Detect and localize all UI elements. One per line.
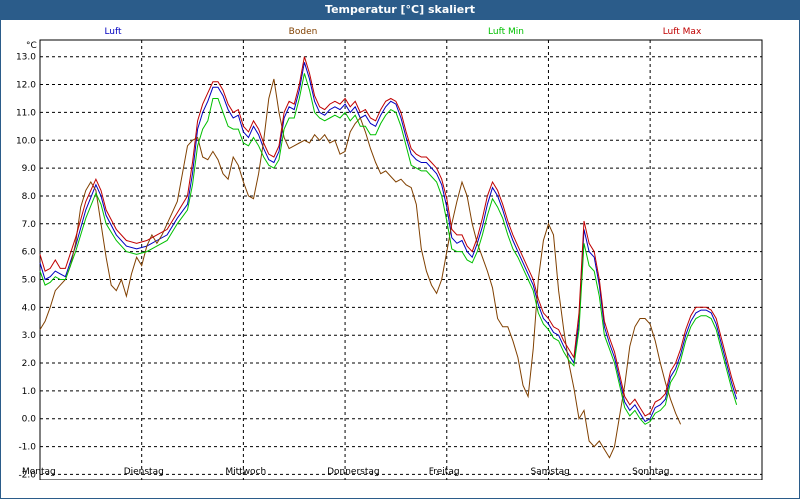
series-lines xyxy=(39,56,738,459)
x-tick-day: Donnerstag xyxy=(327,467,380,477)
y-tick-label: -2.0 xyxy=(18,470,36,480)
legend: Luft Boden Luft Min Luft Max xyxy=(104,27,702,37)
y-tick-label: 3.0 xyxy=(22,331,37,341)
temperature-chart: Luft Boden Luft Min Luft Max °C 13.0 12.0 11.… xyxy=(16,27,763,480)
y-tick-label: 8.0 xyxy=(22,192,37,202)
y-tick-label: -1.0 xyxy=(18,443,36,453)
y-tick-label: 4.0 xyxy=(22,303,37,313)
x-axis-ticks: Montag25.11.19Dienstag26.11.19Mittwoch27… xyxy=(22,467,670,477)
legend-item: Luft xyxy=(104,27,122,37)
y-axis-ticks: 13.0 12.0 11.0 10.0 9.0 8.0 7.0 6.0 5.0 4.0 3.0 2.0… xyxy=(16,53,36,480)
x-tick-day: Freitag xyxy=(429,467,460,477)
y-tick-label: 11.0 xyxy=(16,108,36,118)
y-tick-label: 6.0 xyxy=(22,248,37,258)
legend-item: Boden xyxy=(289,27,318,37)
y-tick-label: 13.0 xyxy=(16,53,36,63)
y-tick-label: 2.0 xyxy=(22,359,37,369)
x-tick-day: Sonntag xyxy=(632,467,669,477)
x-tick-day: Samstag xyxy=(530,467,569,477)
series-line-2 xyxy=(39,73,738,425)
grid xyxy=(40,40,762,480)
y-tick-label: 0.0 xyxy=(22,415,37,425)
y-tick-label: 7.0 xyxy=(22,220,37,230)
plot-area xyxy=(39,39,763,480)
y-tick-label: 10.0 xyxy=(16,136,36,146)
legend-item: Luft Min xyxy=(488,27,524,37)
legend-item: Luft Max xyxy=(663,27,702,37)
y-tick-label: 5.0 xyxy=(22,275,37,285)
x-tick-day: Mittwoch xyxy=(225,467,266,477)
x-tick-day: Montag xyxy=(22,467,56,477)
y-tick-label: 9.0 xyxy=(22,164,37,174)
series-line-0 xyxy=(39,62,738,423)
y-tick-label: 12.0 xyxy=(16,81,36,91)
series-line-1 xyxy=(39,78,682,459)
window-title: Temperatur [°C] skaliert xyxy=(0,0,800,20)
y-axis-label: °C xyxy=(26,41,37,51)
series-line-3 xyxy=(39,56,738,417)
x-tick-day: Dienstag xyxy=(124,467,164,477)
y-tick-label: 1.0 xyxy=(22,387,37,397)
